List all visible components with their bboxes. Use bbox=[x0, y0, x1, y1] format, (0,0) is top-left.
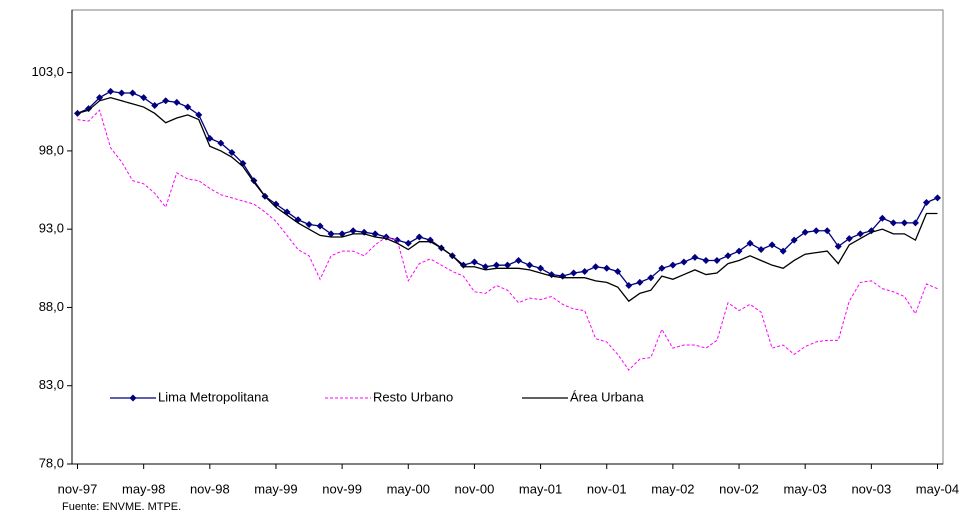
point-marker bbox=[184, 103, 192, 111]
point-marker bbox=[118, 89, 126, 97]
point-marker bbox=[636, 278, 644, 286]
point-marker bbox=[702, 256, 710, 264]
x-tick-label: nov-01 bbox=[587, 481, 627, 496]
x-tick-label: may-99 bbox=[254, 481, 297, 496]
x-tick-label: nov-99 bbox=[322, 481, 362, 496]
point-marker bbox=[669, 261, 677, 269]
point-marker bbox=[515, 256, 523, 264]
point-marker bbox=[217, 139, 225, 147]
point-marker bbox=[349, 227, 357, 235]
y-tick-label: 83,0 bbox=[39, 377, 64, 392]
point-marker bbox=[470, 258, 478, 266]
point-marker bbox=[889, 219, 897, 227]
point-marker bbox=[371, 230, 379, 238]
point-marker bbox=[900, 219, 908, 227]
point-marker bbox=[779, 247, 787, 255]
point-marker bbox=[526, 261, 534, 269]
point-marker bbox=[757, 246, 765, 254]
series-line bbox=[77, 90, 938, 287]
y-tick-label: 88,0 bbox=[39, 299, 64, 314]
point-marker bbox=[647, 274, 655, 282]
point-marker bbox=[812, 227, 820, 235]
point-marker bbox=[680, 258, 688, 266]
y-tick-label: 78,0 bbox=[39, 455, 64, 470]
legend-label: Resto Urbano bbox=[373, 389, 453, 404]
point-marker bbox=[625, 282, 633, 290]
point-marker bbox=[691, 253, 699, 261]
point-marker bbox=[559, 272, 567, 280]
point-marker bbox=[724, 252, 732, 260]
x-tick-label: nov-97 bbox=[58, 481, 98, 496]
point-marker bbox=[603, 264, 611, 272]
point-marker bbox=[228, 148, 236, 156]
point-marker bbox=[316, 222, 324, 230]
point-marker bbox=[327, 230, 335, 238]
point-marker bbox=[922, 199, 930, 207]
x-tick-label: may-01 bbox=[519, 481, 562, 496]
point-marker bbox=[504, 261, 511, 269]
x-tick-label: nov-03 bbox=[851, 481, 891, 496]
point-marker bbox=[195, 111, 203, 119]
x-tick-label: may-03 bbox=[784, 481, 827, 496]
point-marker bbox=[845, 235, 853, 243]
point-marker bbox=[570, 269, 578, 277]
point-marker bbox=[140, 94, 148, 102]
point-marker bbox=[305, 220, 313, 228]
point-marker bbox=[823, 227, 831, 235]
x-tick-label: nov-98 bbox=[190, 481, 230, 496]
x-tick-label: may-04 bbox=[916, 481, 959, 496]
point-marker bbox=[404, 239, 412, 247]
series-line bbox=[77, 96, 938, 303]
x-tick-label: nov-02 bbox=[719, 481, 759, 496]
point-marker bbox=[415, 233, 423, 241]
point-marker bbox=[129, 89, 137, 97]
point-marker bbox=[834, 242, 842, 250]
point-marker bbox=[206, 134, 214, 142]
point-marker bbox=[537, 264, 545, 272]
y-tick-label: 103,0 bbox=[31, 64, 64, 79]
point-marker bbox=[151, 101, 159, 109]
source-note: Fuente: ENVME. MTPE. bbox=[62, 501, 181, 513]
point-marker bbox=[481, 263, 489, 271]
point-marker bbox=[96, 94, 104, 102]
point-marker bbox=[338, 230, 346, 238]
point-marker bbox=[790, 236, 798, 244]
point-marker bbox=[162, 97, 170, 105]
legend-marker bbox=[129, 394, 137, 402]
series-line bbox=[77, 109, 938, 371]
point-marker bbox=[856, 230, 864, 238]
point-marker bbox=[173, 98, 181, 106]
legend-label: Área Urbana bbox=[570, 389, 644, 404]
x-tick-label: nov-00 bbox=[455, 481, 495, 496]
y-tick-label: 98,0 bbox=[39, 142, 64, 157]
x-tick-label: may-98 bbox=[122, 481, 165, 496]
point-marker bbox=[746, 239, 754, 247]
point-marker bbox=[911, 219, 919, 227]
point-marker bbox=[878, 214, 886, 222]
point-marker bbox=[735, 247, 743, 255]
point-marker bbox=[658, 264, 666, 272]
point-marker bbox=[801, 228, 809, 236]
x-tick-label: may-02 bbox=[651, 481, 694, 496]
point-marker bbox=[592, 263, 600, 271]
y-tick-label: 93,0 bbox=[39, 221, 64, 236]
point-marker bbox=[768, 241, 776, 249]
legend-label: Lima Metropolitana bbox=[158, 389, 269, 404]
point-marker bbox=[107, 87, 115, 95]
x-tick-label: may-00 bbox=[387, 481, 430, 496]
point-marker bbox=[581, 267, 589, 275]
point-marker bbox=[492, 261, 500, 269]
point-marker bbox=[867, 227, 875, 235]
point-marker bbox=[933, 194, 941, 202]
point-marker bbox=[713, 256, 721, 264]
point-marker bbox=[614, 267, 622, 275]
